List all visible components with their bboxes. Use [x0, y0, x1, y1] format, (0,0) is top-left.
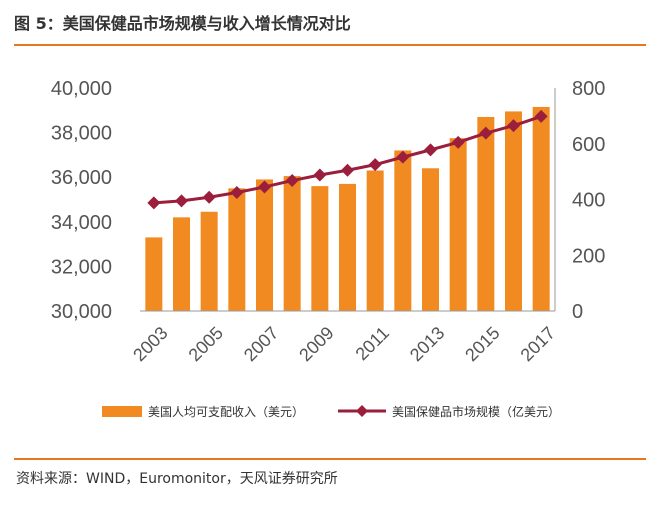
y-right-tick: 400 [572, 190, 605, 212]
y-right-tick: 0 [572, 301, 583, 323]
bars-layer [145, 106, 550, 312]
legend-bar-label: 美国人均可支配收入（美元） [148, 405, 304, 419]
figure-title: 图 5：美国保健品市场规模与收入增长情况对比 [14, 14, 351, 33]
y-right-tick: 800 [572, 78, 605, 100]
bar-2007 [256, 179, 273, 311]
bar-2006 [228, 188, 246, 311]
bar-2017 [532, 106, 550, 311]
bar-2013 [422, 168, 439, 311]
bar-2011 [366, 170, 384, 311]
x-tick: 2009 [295, 323, 337, 365]
line-point-2011 [368, 158, 382, 172]
legend: 美国人均可支配收入（美元） 美国保健品市场规模（亿美元） [102, 404, 560, 419]
bar-2014 [449, 138, 467, 311]
line-point-2012 [396, 150, 410, 164]
bar-2009 [311, 186, 329, 311]
y-left-tick: 36,000 [51, 167, 112, 189]
y-right-tick: 200 [572, 245, 605, 267]
line-layer [147, 109, 548, 210]
y-left-tick: 34,000 [51, 212, 112, 234]
x-tick: 2013 [406, 323, 448, 365]
x-tick: 2017 [517, 323, 559, 365]
source-note: 资料来源：WIND，Euromonitor，天风证券研究所 [16, 471, 338, 487]
title-divider [14, 44, 646, 46]
y-left-tick: 30,000 [51, 301, 112, 323]
bar-2003 [145, 237, 163, 311]
x-tick: 2007 [240, 323, 282, 365]
line-point-2013 [424, 143, 437, 157]
source-divider [14, 458, 646, 460]
legend-line-marker [356, 405, 368, 417]
y-right-tick: 600 [572, 134, 605, 156]
bar-2004 [173, 217, 190, 311]
bar-2016 [505, 111, 522, 311]
line-point-2008 [285, 174, 299, 188]
line-point-2009 [313, 168, 327, 182]
chart: 30,000 32,000 34,000 36,000 38,000 40,000 0 200… [51, 78, 606, 419]
x-tick: 2011 [352, 323, 394, 365]
bar-2008 [283, 176, 301, 311]
line-point-2016 [507, 119, 520, 133]
bar-2010 [339, 183, 356, 311]
y-left-tick: 32,000 [51, 256, 112, 278]
bar-2015 [477, 116, 495, 312]
legend-bar-swatch [102, 406, 142, 417]
line-point-2007 [258, 180, 271, 194]
line-point-2010 [341, 163, 354, 177]
line-point-2005 [202, 190, 216, 204]
line-point-2003 [147, 196, 161, 210]
line-point-2004 [175, 194, 188, 208]
bar-2005 [200, 211, 218, 311]
bar-2012 [394, 150, 412, 311]
line-point-2006 [230, 186, 244, 200]
y-left-tick: 40,000 [51, 78, 112, 100]
y-left-tick: 38,000 [51, 123, 112, 145]
x-tick: 2003 [129, 323, 171, 365]
line-point-2017 [534, 109, 548, 123]
legend-line-label: 美国保健品市场规模（亿美元） [392, 404, 560, 419]
x-tick: 2005 [185, 323, 227, 365]
line-point-2015 [479, 126, 493, 140]
line-point-2014 [451, 135, 465, 149]
x-tick: 2015 [461, 323, 503, 365]
